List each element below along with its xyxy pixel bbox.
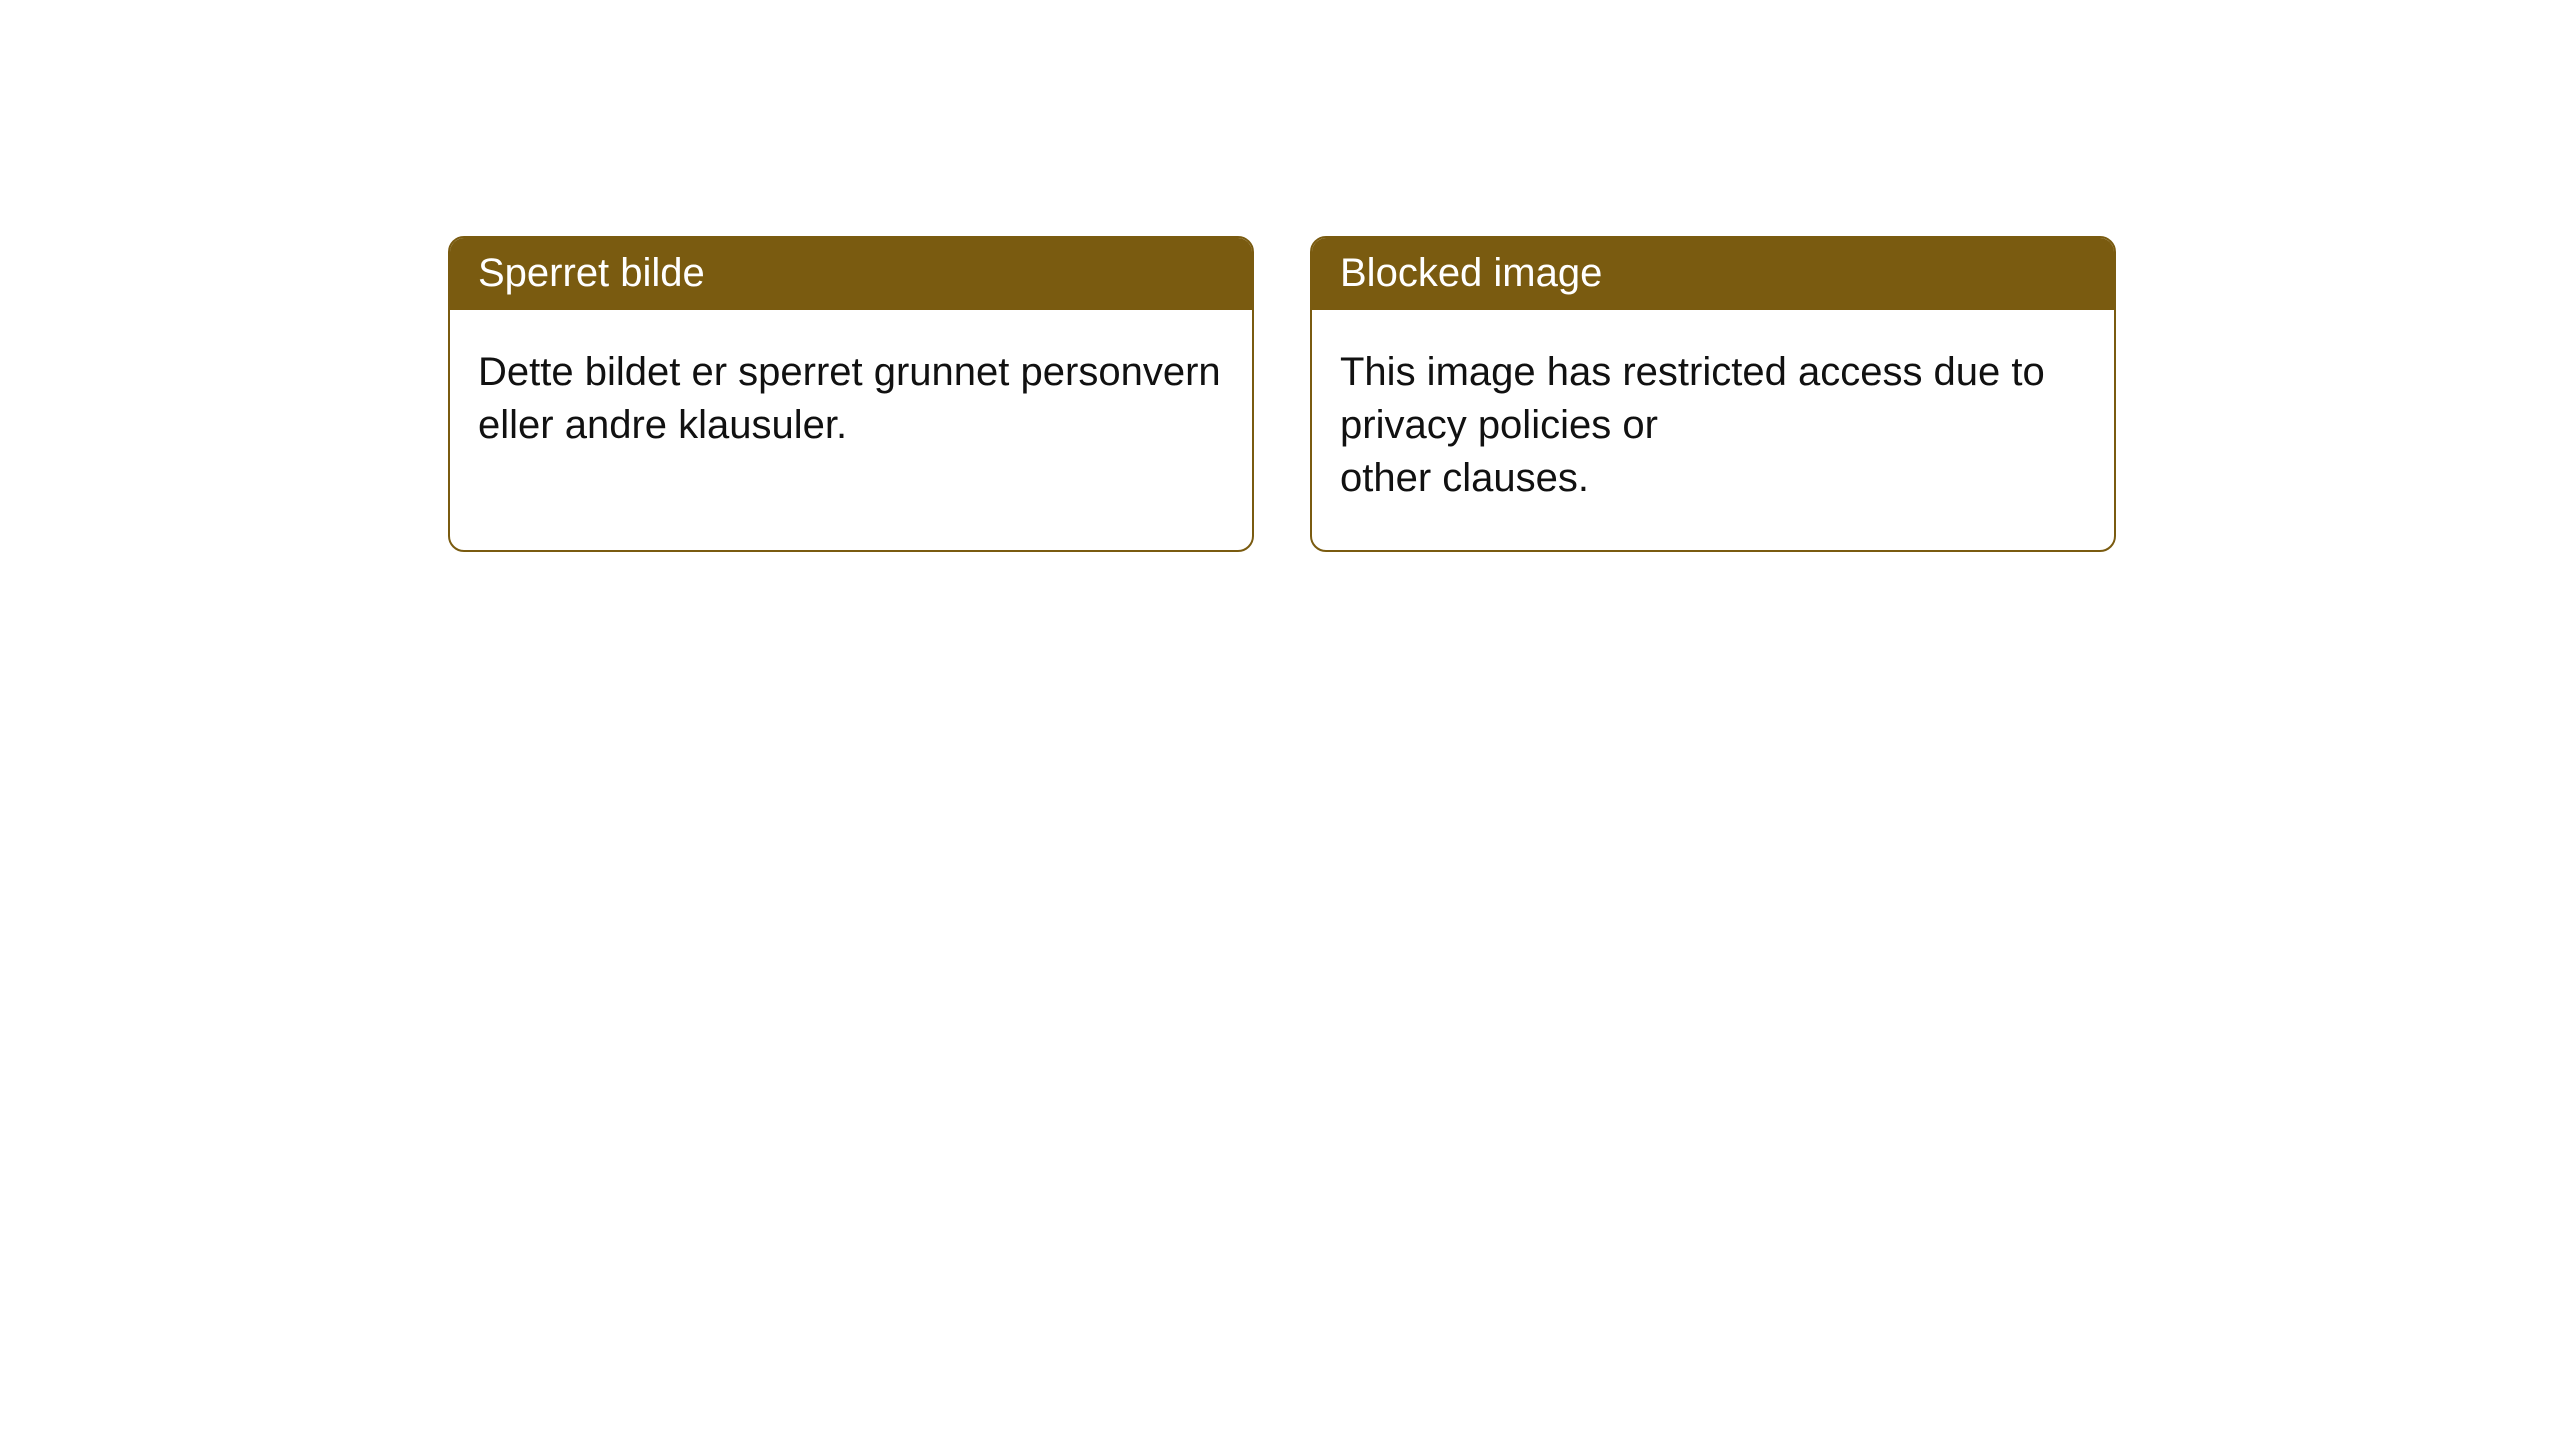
card-header-no: Sperret bilde: [450, 238, 1252, 310]
card-header-en: Blocked image: [1312, 238, 2114, 310]
blocked-image-card-no: Sperret bilde Dette bildet er sperret gr…: [448, 236, 1254, 552]
blocked-image-card-en: Blocked image This image has restricted …: [1310, 236, 2116, 552]
notice-container: Sperret bilde Dette bildet er sperret gr…: [0, 0, 2560, 552]
card-body-en: This image has restricted access due to …: [1312, 310, 2114, 550]
card-body-no: Dette bildet er sperret grunnet personve…: [450, 310, 1252, 550]
